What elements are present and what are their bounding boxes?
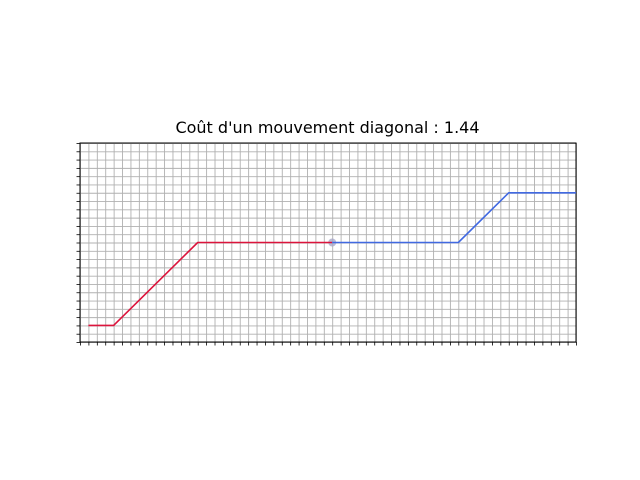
axes-frame [79, 142, 577, 343]
axis-ticks [76, 143, 577, 346]
series-lines [88, 192, 576, 327]
grid-lines [80, 143, 577, 343]
series-line-2 [332, 192, 576, 244]
series-line-1 [88, 241, 333, 327]
chart-title: Coût d'un mouvement diagonal : 1.44 [175, 118, 480, 137]
